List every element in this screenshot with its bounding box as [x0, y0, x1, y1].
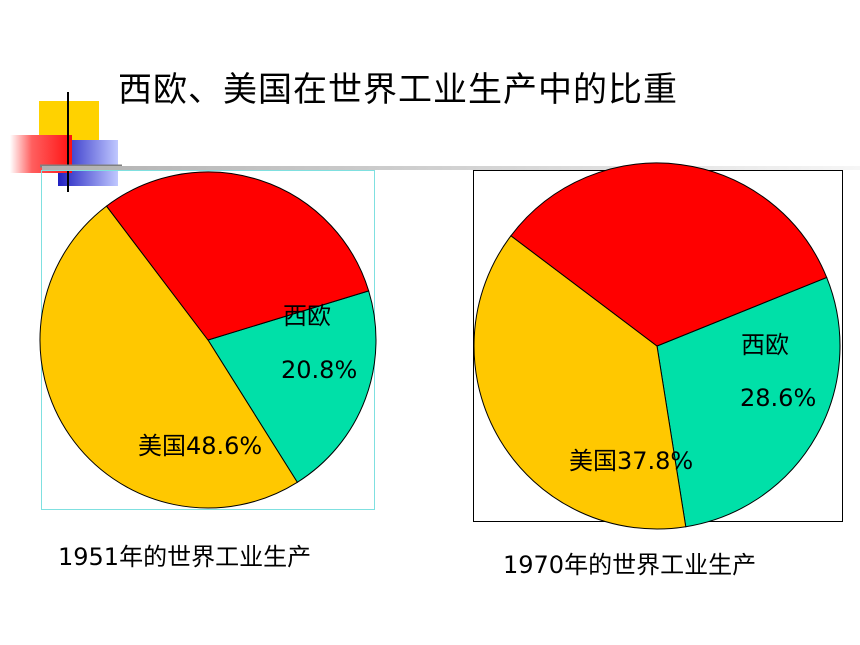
pie-1970-western-europe-name: 西欧: [741, 331, 789, 359]
pie-1970-slice-western-europe: [656, 276, 841, 528]
page-title: 西欧、美国在世界工业生产中的比重: [118, 70, 678, 110]
pie-1951-slice-us: [39, 205, 299, 509]
pie-1951-slice-other: [105, 171, 370, 341]
pie-1951-western-europe-value: 20.8%: [281, 356, 357, 384]
pie-1970-slice-us: [473, 235, 687, 530]
chart-1951-caption: 1951年的世界工业生产: [58, 543, 312, 571]
pie-1951-western-europe-name: 西欧: [283, 302, 331, 330]
pie-1970-slice-other: [510, 162, 828, 347]
pie-1951-slice-western-europe: [207, 290, 377, 483]
pie-1970-western-europe-value: 28.6%: [740, 384, 816, 412]
pie-1951-us-value: 美国48.6%: [138, 432, 262, 460]
pie-1970-us-value: 美国37.8%: [569, 447, 693, 475]
chart-1970-caption: 1970年的世界工业生产: [503, 551, 757, 579]
title-underline: [42, 166, 860, 170]
